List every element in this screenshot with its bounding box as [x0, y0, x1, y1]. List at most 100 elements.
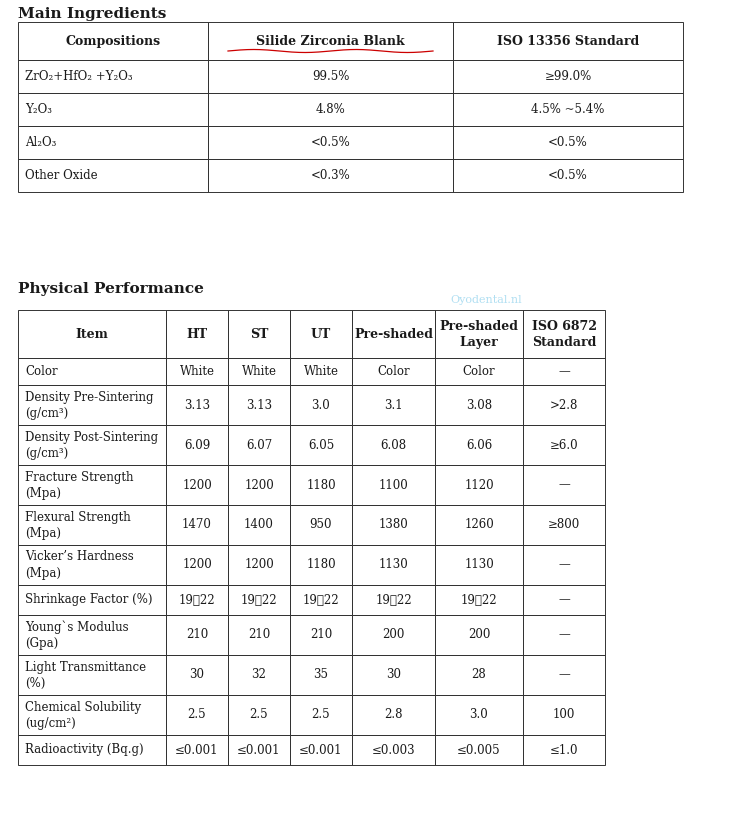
- Bar: [523, 585, 605, 615]
- Text: Compositions: Compositions: [66, 34, 160, 47]
- Text: 1380: 1380: [378, 519, 409, 532]
- Text: 1200: 1200: [244, 559, 274, 572]
- Bar: [352, 695, 435, 735]
- Text: ISO 13356 Standard: ISO 13356 Standard: [497, 34, 639, 47]
- Text: 1100: 1100: [378, 479, 409, 492]
- Text: ≤0.001: ≤0.001: [299, 743, 343, 757]
- Text: 950: 950: [310, 519, 333, 532]
- Text: White: White: [180, 365, 214, 378]
- Bar: [435, 505, 523, 545]
- Text: —: —: [558, 593, 570, 606]
- Text: Radioactivity (Bq.g): Radioactivity (Bq.g): [25, 743, 143, 757]
- Text: 6.08: 6.08: [381, 439, 406, 452]
- Text: ≥6.0: ≥6.0: [550, 439, 579, 452]
- Bar: [18, 385, 166, 425]
- Text: 6.05: 6.05: [308, 439, 334, 452]
- Text: —: —: [558, 668, 570, 681]
- Text: 1180: 1180: [306, 479, 336, 492]
- Bar: [435, 358, 523, 385]
- Text: ≤0.003: ≤0.003: [372, 743, 415, 757]
- Bar: [523, 385, 605, 425]
- Bar: [166, 385, 228, 425]
- Text: 30: 30: [189, 668, 205, 681]
- Bar: [523, 615, 605, 655]
- Text: 1400: 1400: [244, 519, 274, 532]
- Text: Chemical Solubility
(ug/cm²): Chemical Solubility (ug/cm²): [25, 700, 141, 730]
- Bar: [166, 425, 228, 465]
- Text: Young`s Modulus
(Gpa): Young`s Modulus (Gpa): [25, 620, 129, 650]
- Text: 3.13: 3.13: [246, 399, 272, 412]
- Bar: [18, 93, 208, 126]
- Bar: [208, 22, 453, 60]
- Bar: [352, 465, 435, 505]
- Bar: [18, 695, 166, 735]
- Bar: [18, 465, 166, 505]
- Text: ≤0.001: ≤0.001: [175, 743, 219, 757]
- Bar: [18, 545, 166, 585]
- Text: 1200: 1200: [244, 479, 274, 492]
- Bar: [435, 425, 523, 465]
- Bar: [453, 159, 683, 192]
- Text: Y₂O₃: Y₂O₃: [25, 103, 52, 116]
- Bar: [352, 735, 435, 765]
- Bar: [352, 615, 435, 655]
- Text: Silide Zirconia Blank: Silide Zirconia Blank: [256, 34, 405, 47]
- Bar: [453, 126, 683, 159]
- Text: 1120: 1120: [464, 479, 494, 492]
- Bar: [290, 465, 352, 505]
- Bar: [18, 358, 166, 385]
- Bar: [352, 585, 435, 615]
- Bar: [18, 126, 208, 159]
- Bar: [453, 93, 683, 126]
- Text: Density Pre-Sintering
(g/cm³): Density Pre-Sintering (g/cm³): [25, 391, 154, 419]
- Bar: [290, 385, 352, 425]
- Text: 1200: 1200: [182, 479, 212, 492]
- Bar: [523, 465, 605, 505]
- Bar: [352, 505, 435, 545]
- Bar: [18, 310, 166, 358]
- Text: HT: HT: [186, 328, 208, 341]
- Bar: [166, 465, 228, 505]
- Bar: [290, 615, 352, 655]
- Text: Color: Color: [377, 365, 410, 378]
- Bar: [18, 505, 166, 545]
- Bar: [166, 735, 228, 765]
- Text: —: —: [558, 628, 570, 641]
- Bar: [352, 385, 435, 425]
- Text: 99.5%: 99.5%: [312, 70, 350, 83]
- Text: 6.07: 6.07: [246, 439, 272, 452]
- Bar: [352, 358, 435, 385]
- Bar: [18, 22, 208, 60]
- Text: 30: 30: [386, 668, 401, 681]
- Bar: [228, 310, 290, 358]
- Bar: [523, 545, 605, 585]
- Text: 200: 200: [468, 628, 490, 641]
- Bar: [435, 655, 523, 695]
- Text: ≤0.001: ≤0.001: [237, 743, 281, 757]
- Text: Main Ingredients: Main Ingredients: [18, 7, 166, 21]
- Text: 3.0: 3.0: [469, 708, 488, 721]
- Text: 19～22: 19～22: [460, 593, 497, 606]
- Bar: [166, 358, 228, 385]
- Text: >2.8: >2.8: [550, 399, 578, 412]
- Bar: [228, 615, 290, 655]
- Bar: [352, 310, 435, 358]
- Bar: [228, 695, 290, 735]
- Text: 100: 100: [553, 708, 575, 721]
- Text: Density Post-Sintering
(g/cm³): Density Post-Sintering (g/cm³): [25, 431, 158, 459]
- Text: Al₂O₃: Al₂O₃: [25, 136, 56, 149]
- Bar: [166, 655, 228, 695]
- Bar: [290, 655, 352, 695]
- Text: Other Oxide: Other Oxide: [25, 169, 98, 182]
- Bar: [290, 505, 352, 545]
- Bar: [166, 695, 228, 735]
- Bar: [352, 655, 435, 695]
- Text: Oyodental.nl: Oyodental.nl: [450, 295, 522, 305]
- Text: ≤0.005: ≤0.005: [457, 743, 501, 757]
- Bar: [18, 655, 166, 695]
- Text: ≤1.0: ≤1.0: [550, 743, 578, 757]
- Text: Vicker’s Hardness
(Mpa): Vicker’s Hardness (Mpa): [25, 551, 134, 579]
- Text: Pre-shaded: Pre-shaded: [354, 328, 433, 341]
- Bar: [228, 545, 290, 585]
- Text: 1200: 1200: [182, 559, 212, 572]
